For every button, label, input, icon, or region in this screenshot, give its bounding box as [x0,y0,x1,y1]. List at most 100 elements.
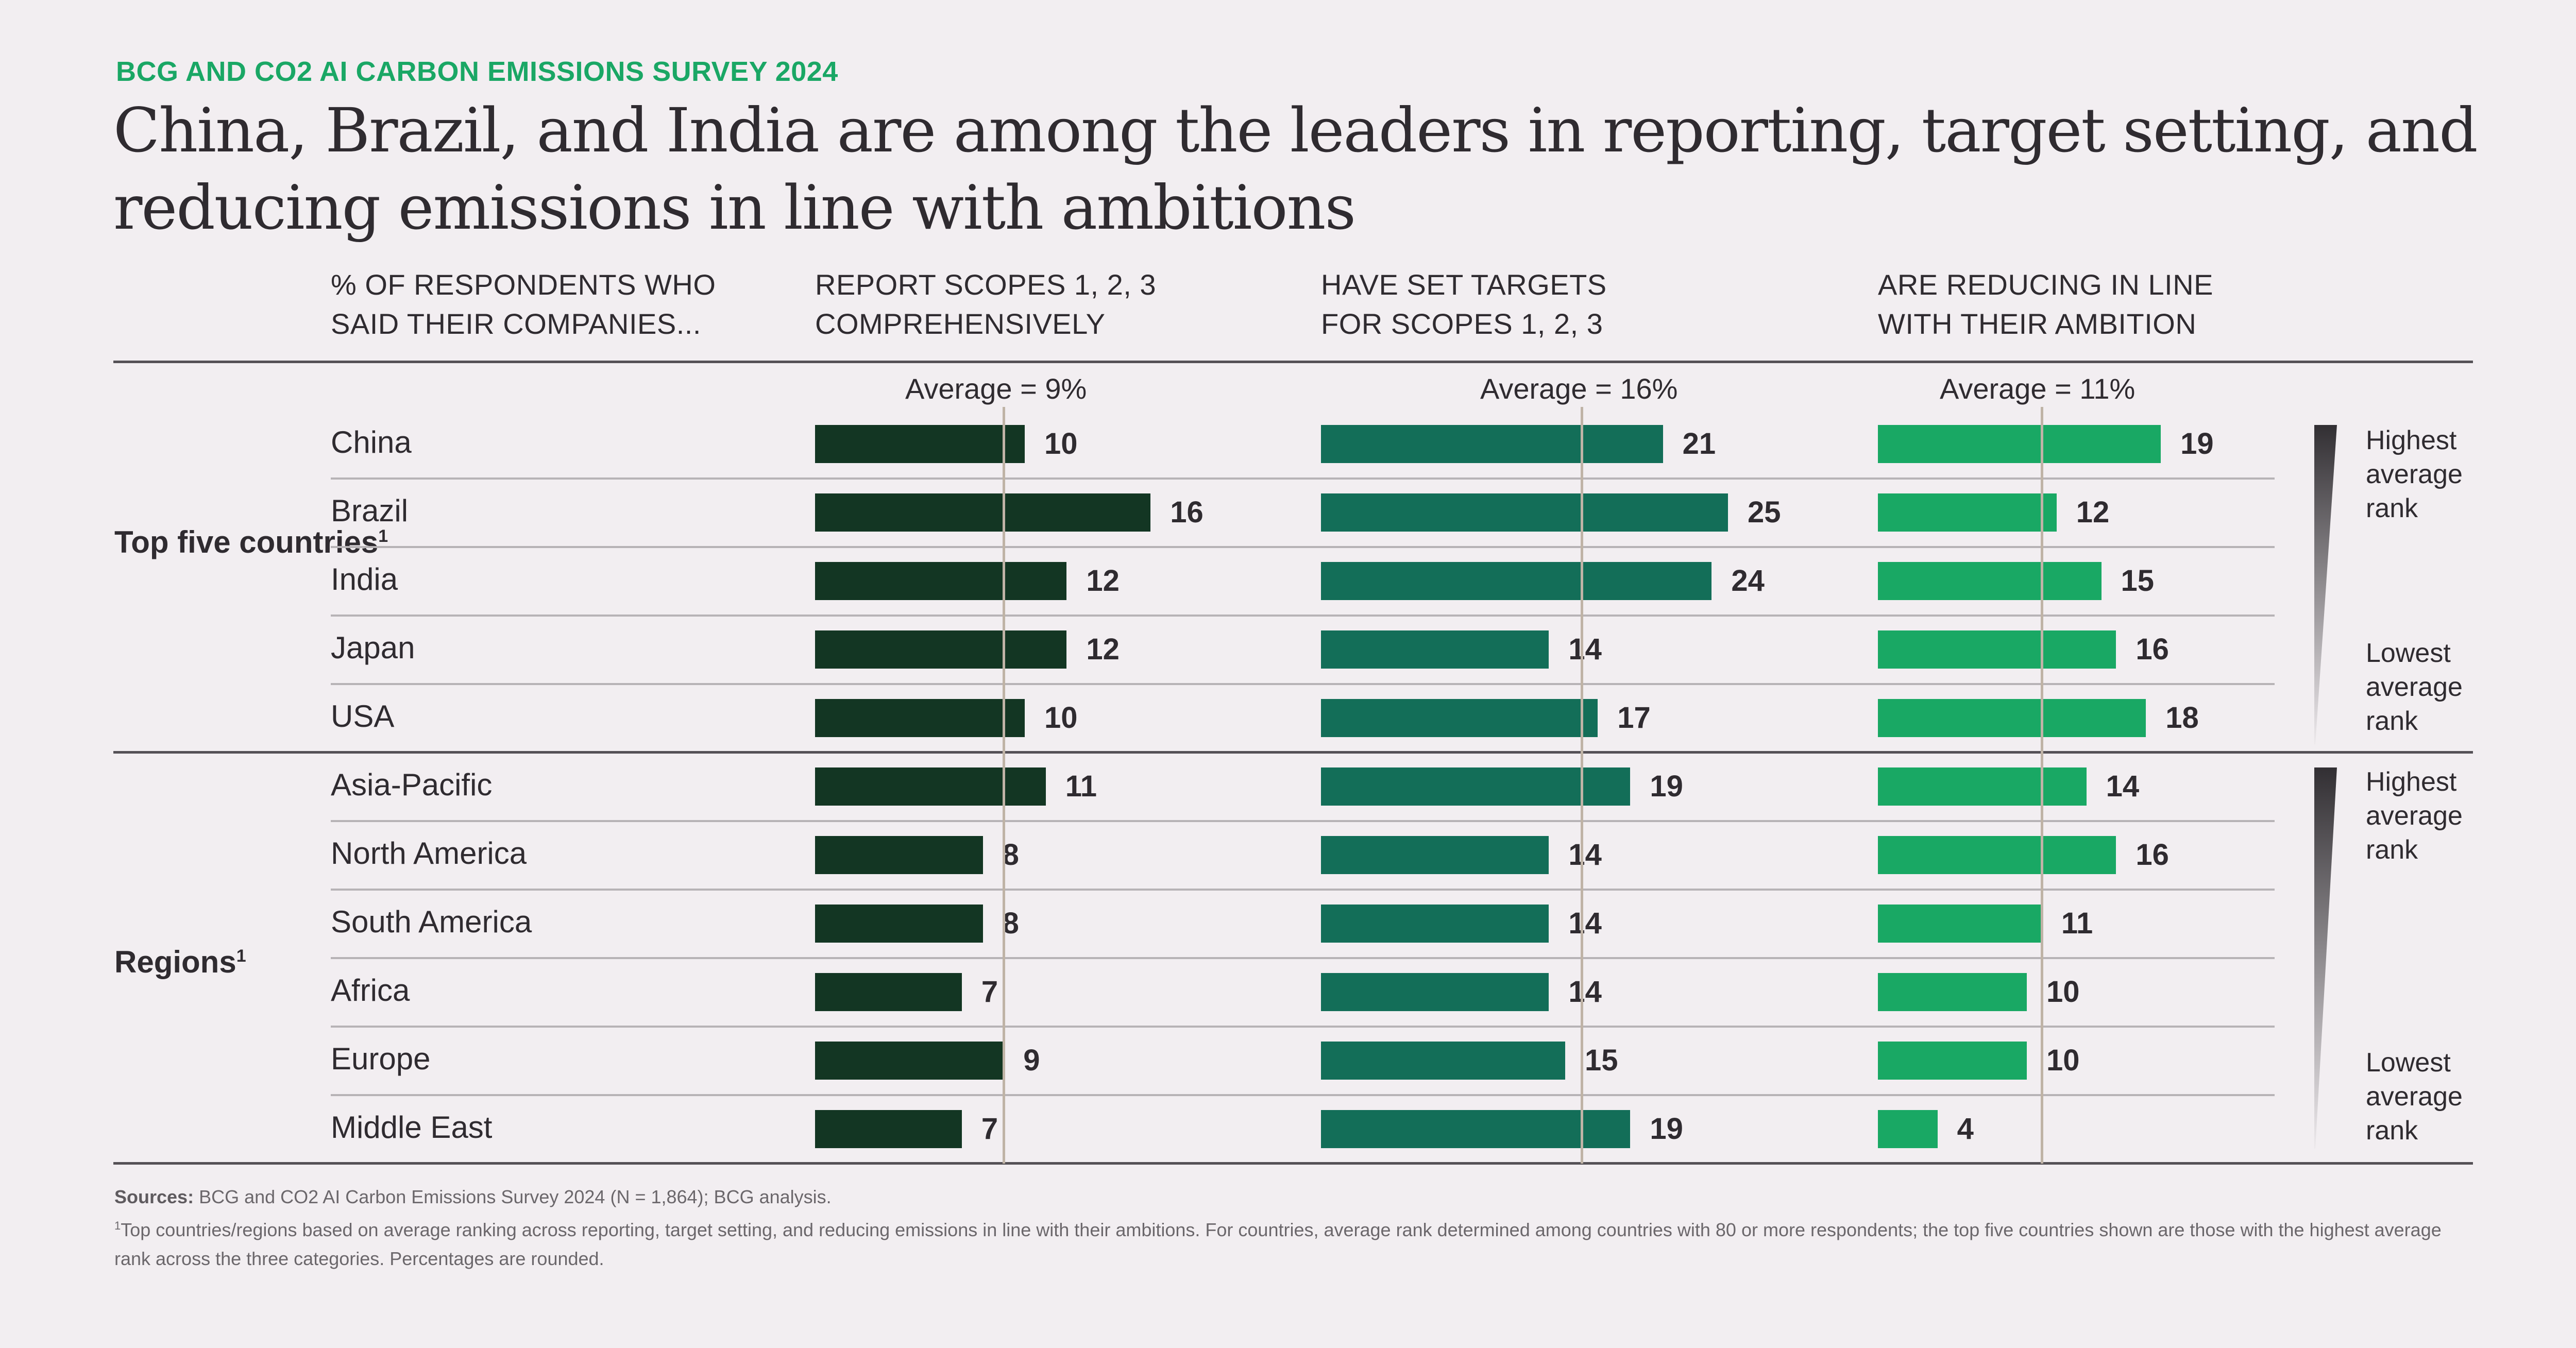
rank-legend-lowest-regions: Lowest average rank [2366,1048,2463,1146]
row-divider [331,545,2275,548]
average-label-targets: Average = 16% [1480,372,1678,405]
value-label-report: 12 [1086,633,1120,666]
value-label-report: 10 [1044,701,1078,735]
group-label-countries: Top five countries1 [114,525,388,559]
value-label-report: 10 [1044,427,1078,460]
footnote: 1Top countries/regions based on average … [114,1219,2442,1269]
rank-gradient-wedge-countries [2314,425,2337,744]
bar-report [815,973,962,1011]
row-label: South America [331,905,532,939]
group-label-regions: Regions1 [114,945,246,979]
kicker: BCG AND CO2 AI CARBON EMISSIONS SURVEY 2… [116,56,838,87]
value-label-reducing: 14 [2106,770,2140,803]
rank-legend-highest-countries: Highest average rank [2366,425,2463,523]
row-divider [331,682,2275,685]
value-label-report: 16 [1170,496,1204,529]
bar-report [815,1110,962,1148]
value-label-reducing: 19 [2180,427,2214,460]
value-label-targets: 19 [1650,770,1683,803]
bar-reducing [1878,1110,1938,1148]
value-label-targets: 15 [1585,1044,1618,1077]
row-label: USA [331,699,395,733]
bar-report [815,630,1067,669]
average-line-targets [1580,407,1583,1164]
bar-report [815,493,1151,532]
bar-reducing [1878,767,2087,806]
row-divider [331,820,2275,822]
bar-report [815,1042,1004,1080]
bar-reducing [1878,630,2116,669]
row-label: Japan [331,630,415,665]
bar-targets [1321,905,1549,943]
average-line-report [1003,407,1006,1164]
column-header-targets: HAVE SET TARGETS FOR SCOPES 1, 2, 3 [1321,268,1607,340]
value-label-targets: 14 [1568,633,1602,666]
bar-reducing [1878,699,2146,737]
row-divider [331,1094,2275,1096]
bar-targets [1321,1110,1631,1148]
rank-gradient-wedge-regions [2314,767,2337,1149]
row-label: Asia-Pacific [331,767,493,802]
bar-report [815,425,1025,463]
bar-targets [1321,973,1549,1011]
row-divider [331,614,2275,617]
rank-legend-highest-regions: Highest average rank [2366,767,2463,865]
row-divider [331,1025,2275,1028]
value-label-targets: 19 [1650,1112,1683,1146]
bar-reducing [1878,905,2042,943]
row-label: Middle East [331,1110,493,1145]
bar-reducing [1878,562,2102,600]
value-label-reducing: 18 [2165,701,2199,735]
value-label-reducing: 16 [2136,633,2169,666]
value-label-reducing: 10 [2046,975,2080,1009]
bar-targets [1321,630,1549,669]
row-label: Brazil [331,493,409,528]
group-divider [113,750,2473,754]
row-label: Europe [331,1042,431,1076]
bar-reducing [1878,1042,2027,1080]
row-divider [331,477,2275,480]
value-label-reducing: 10 [2046,1044,2080,1077]
value-label-targets: 14 [1568,838,1602,872]
row-divider [331,888,2275,891]
bar-reducing [1878,973,2027,1011]
row-label: China [331,425,412,459]
bar-targets [1321,1042,1565,1080]
value-label-targets: 14 [1568,907,1602,940]
rank-legend-lowest-countries: Lowest average rank [2366,638,2463,736]
value-label-report: 7 [981,975,998,1009]
bar-targets [1321,562,1712,600]
value-label-reducing: 11 [2061,907,2093,940]
column-header-reducing: ARE REDUCING IN LINE WITH THEIR AMBITION [1878,268,2213,340]
bar-reducing [1878,493,2057,532]
value-label-reducing: 15 [2121,564,2155,598]
bar-targets [1321,493,1728,532]
value-label-targets: 25 [1748,496,1781,529]
row-header: % OF RESPONDENTS WHO SAID THEIR COMPANIE… [331,268,716,340]
column-header-report: REPORT SCOPES 1, 2, 3 COMPREHENSIVELY [815,268,1157,340]
value-label-targets: 21 [1682,427,1716,460]
average-label-reducing: Average = 11% [1940,372,2136,405]
value-label-report: 11 [1065,770,1097,803]
sources-note: Sources: BCG and CO2 AI Carbon Emissions… [114,1186,832,1207]
row-label: Africa [331,973,410,1008]
row-divider [331,957,2275,959]
bar-targets [1321,699,1598,737]
bar-targets [1321,425,1663,463]
average-line-reducing [2040,407,2043,1164]
average-label-report: Average = 9% [905,372,1087,405]
value-label-targets: 14 [1568,975,1602,1009]
group-divider [113,1162,2473,1165]
value-label-report: 7 [981,1112,998,1146]
value-label-reducing: 16 [2136,838,2169,872]
value-label-targets: 24 [1731,564,1765,598]
bar-report [815,699,1025,737]
bar-report [815,562,1067,600]
row-label: North America [331,836,527,871]
value-label-report: 12 [1086,564,1120,598]
value-label-report: 9 [1023,1044,1040,1077]
bar-reducing [1878,425,2161,463]
row-label: India [331,562,398,596]
value-label-reducing: 4 [1957,1112,1974,1146]
bar-report [815,767,1046,806]
